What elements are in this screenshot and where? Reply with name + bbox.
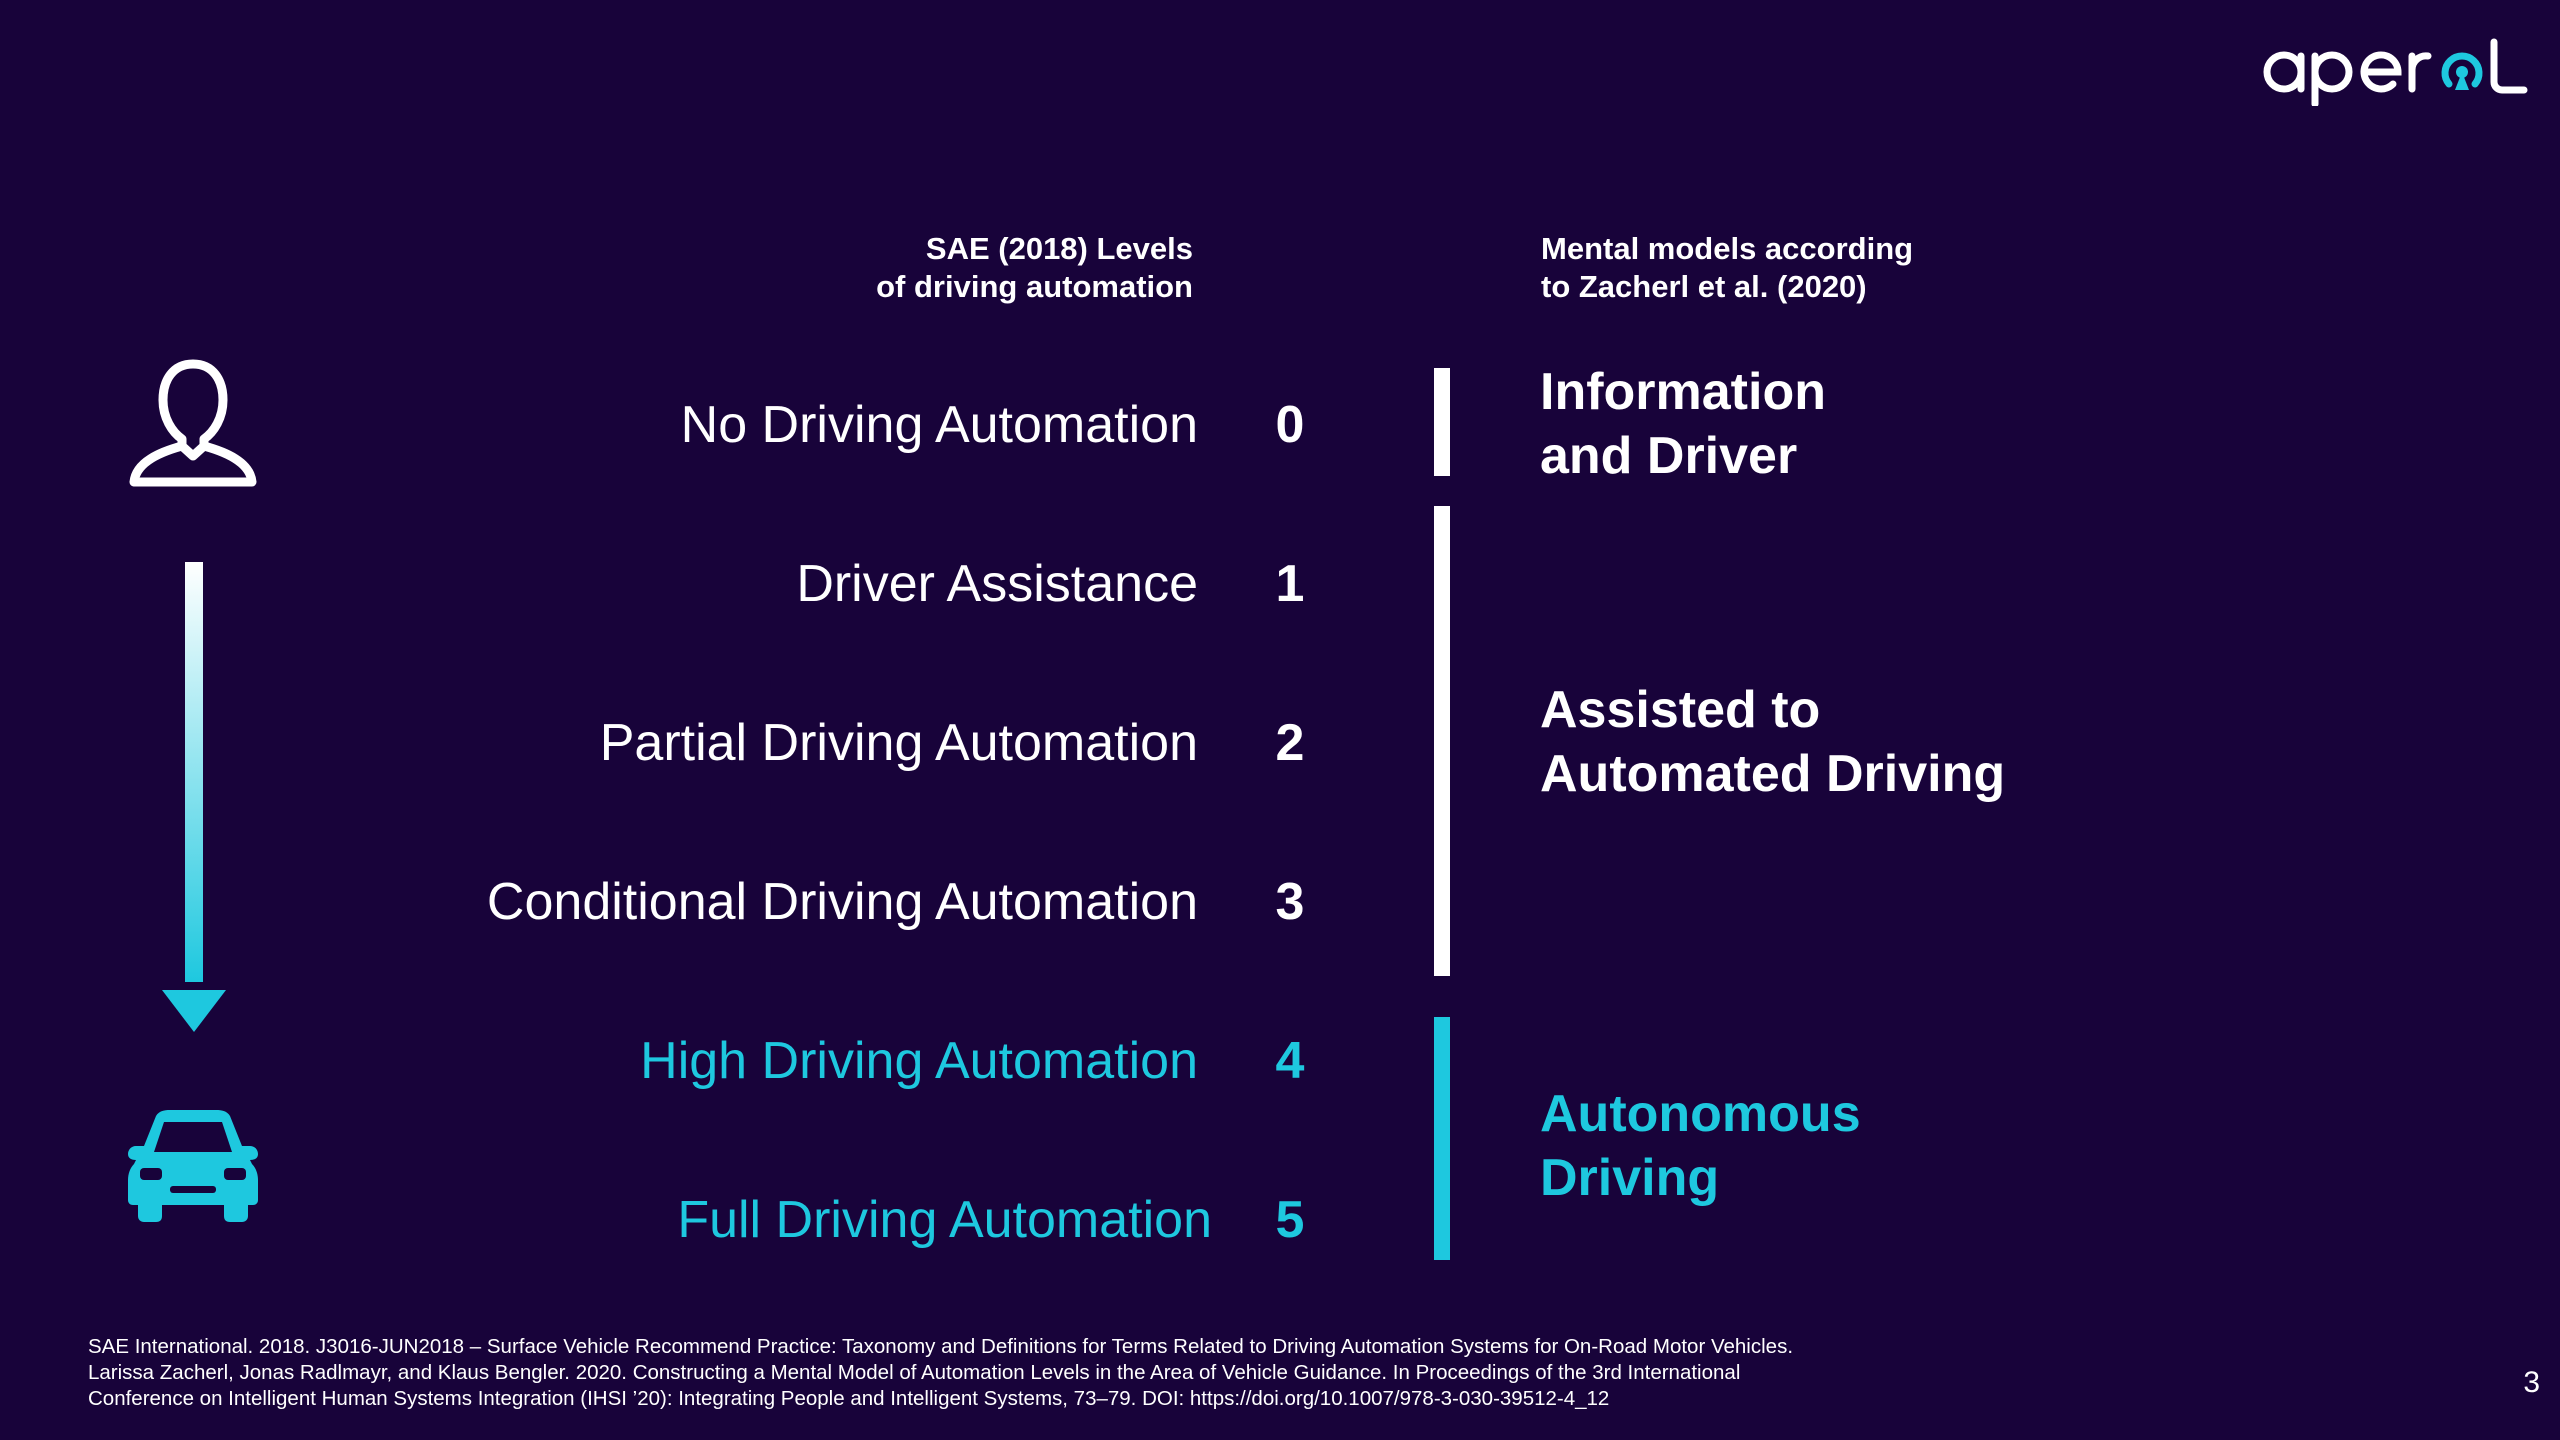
level-name: Full Driving Automation xyxy=(677,1191,1212,1249)
level-number: 2 xyxy=(1275,714,1305,772)
level-number: 0 xyxy=(1275,396,1305,454)
sae-header-line1: SAE (2018) Levels xyxy=(925,231,1193,266)
model-line2: Driving xyxy=(1540,1149,1720,1207)
footnote-line: Conference on Intelligent Human Systems … xyxy=(88,1387,1610,1410)
arrow-down-icon xyxy=(162,562,226,1032)
level-number: 4 xyxy=(1275,1032,1305,1090)
model-line1: Assisted to xyxy=(1540,681,1821,739)
level-number: 5 xyxy=(1275,1191,1305,1249)
bracket-assisted-automated xyxy=(1434,506,1450,976)
bracket-information-driver xyxy=(1434,368,1450,476)
level-name: Partial Driving Automation xyxy=(599,714,1198,772)
model-line1: Information xyxy=(1540,363,1826,421)
person-icon xyxy=(129,359,257,487)
model-label-assisted-automated: Assisted to Automated Driving xyxy=(1540,678,2140,806)
sae-levels-header: SAE (2018) Levels of driving automation xyxy=(760,230,1193,306)
mm-header-line2: to Zacherl et al. (2020) xyxy=(1541,269,1867,304)
level-row-2: Partial Driving Automation 2 xyxy=(300,708,1320,778)
sae-header-line2: of driving automation xyxy=(876,269,1193,304)
model-label-autonomous: Autonomous Driving xyxy=(1540,1082,2140,1210)
page-number: 3 xyxy=(2523,1366,2540,1399)
aperol-logo xyxy=(2263,38,2528,106)
level-name: Driver Assistance xyxy=(796,555,1198,613)
mm-header-line1: Mental models according xyxy=(1541,231,1914,266)
references-footnote: SAE International. 2018. J3016-JUN2018 –… xyxy=(88,1334,2088,1412)
level-row-1: Driver Assistance 1 xyxy=(300,549,1320,619)
mental-models-header: Mental models according to Zacherl et al… xyxy=(1541,230,2141,306)
model-line1: Autonomous xyxy=(1540,1085,1861,1143)
level-name: No Driving Automation xyxy=(680,396,1198,454)
level-row-4: High Driving Automation 4 xyxy=(300,1026,1320,1096)
level-name: Conditional Driving Automation xyxy=(486,873,1198,931)
footnote-line: SAE International. 2018. J3016-JUN2018 –… xyxy=(88,1335,1794,1358)
level-row-0: No Driving Automation 0 xyxy=(300,390,1320,460)
level-number: 1 xyxy=(1275,555,1305,613)
level-row-3: Conditional Driving Automation 3 xyxy=(300,867,1320,937)
model-label-information-driver: Information and Driver xyxy=(1540,360,2140,488)
car-icon xyxy=(128,1110,258,1222)
level-name: High Driving Automation xyxy=(640,1032,1198,1090)
level-number: 3 xyxy=(1275,873,1305,931)
model-line2: Automated Driving xyxy=(1540,745,2006,803)
level-row-5: Full Driving Automation 5 xyxy=(300,1185,1320,1255)
bracket-autonomous xyxy=(1434,1017,1450,1260)
model-line2: and Driver xyxy=(1540,427,1798,485)
footnote-line: Larissa Zacherl, Jonas Radlmayr, and Kla… xyxy=(88,1361,1741,1384)
